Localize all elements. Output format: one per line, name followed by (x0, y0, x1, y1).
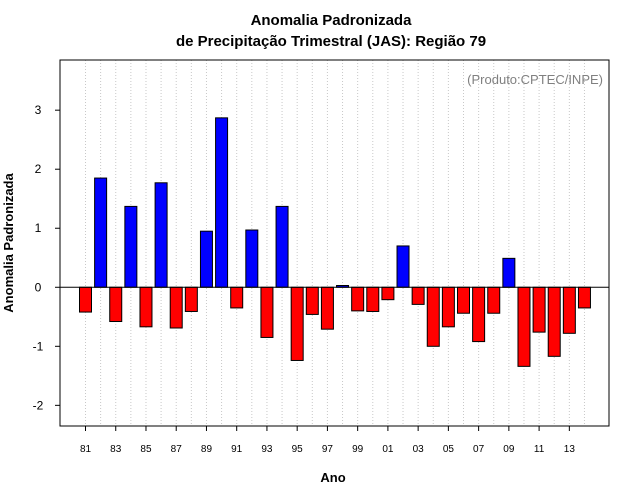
bar-2010 (517, 286, 531, 367)
chart-title: Anomalia Padronizada (251, 12, 413, 29)
x-tick-label: 83 (110, 444, 122, 455)
bar-1985 (139, 286, 153, 328)
x-tick-label: 13 (564, 444, 576, 455)
x-tick-label: 99 (352, 444, 364, 455)
bar-1989 (199, 230, 213, 288)
bar-1984 (124, 205, 138, 288)
x-tick-label: 81 (80, 444, 92, 455)
bar-2003 (411, 286, 425, 305)
bar-2000 (366, 286, 380, 312)
x-tick-label: 11 (534, 444, 545, 455)
x-tick-label: 97 (322, 444, 334, 455)
bar-1999 (351, 286, 365, 312)
bar-2011 (532, 286, 546, 333)
bar-2014 (577, 286, 591, 309)
bar-1987 (169, 286, 183, 329)
plot-frame (59, 59, 610, 427)
y-tick-label: 3 (35, 103, 42, 117)
bar-2013 (562, 286, 576, 334)
x-tick-label: 09 (503, 444, 515, 455)
bars (79, 117, 591, 367)
y-tick-label: -1 (33, 339, 44, 353)
x-tick-label: 87 (171, 444, 183, 455)
y-tick-label: 0 (35, 280, 42, 294)
bar-1982 (94, 177, 108, 288)
y-tick-label: 2 (35, 162, 42, 176)
x-tick-label: 85 (140, 444, 152, 455)
bar-2009 (502, 257, 516, 288)
grid (85, 60, 585, 426)
chart-subtitle: de Precipitação Trimestral (JAS): Região… (176, 33, 486, 50)
y-axis-label: Anomalia Padronizada (1, 173, 16, 313)
bar-2004 (426, 286, 440, 347)
bar-2007 (472, 286, 486, 343)
bar-1991 (230, 286, 244, 309)
bar-1983 (109, 286, 123, 323)
y-axis: -2 -1 0 1 2 3 (33, 103, 60, 412)
watermark: (Produto:CPTEC/INPE) (467, 72, 603, 87)
x-tick-label: 93 (261, 444, 273, 455)
bar-1996 (305, 286, 319, 315)
bar-1981 (79, 286, 92, 313)
bar-1992 (245, 229, 259, 288)
bar-2012 (547, 286, 561, 357)
y-tick-label: 1 (35, 221, 42, 235)
y-tick-label: -2 (33, 398, 44, 412)
x-tick-label: 05 (443, 444, 455, 455)
x-tick-label: 95 (292, 444, 304, 455)
bar-1990 (215, 117, 229, 288)
bar-2008 (487, 286, 501, 314)
bar-1993 (260, 286, 274, 338)
x-axis: 81 83 85 87 89 91 93 95 97 99 01 03 05 07 09 11 13 (80, 426, 575, 455)
x-tick-label: 07 (473, 444, 485, 455)
x-tick-label: 03 (413, 444, 425, 455)
x-tick-label: 91 (231, 444, 243, 455)
bar-2006 (457, 286, 470, 314)
bar-1994 (275, 205, 289, 288)
bar-1995 (290, 286, 304, 361)
bar-2001 (381, 286, 395, 301)
bar-2002 (396, 245, 410, 288)
x-axis-label: Ano (320, 470, 345, 485)
bar-1997 (320, 286, 334, 330)
x-tick-label: 89 (201, 444, 213, 455)
bar-2005 (441, 286, 455, 328)
x-tick-label: 01 (382, 444, 394, 455)
bar-1988 (184, 286, 198, 312)
bar-1986 (154, 182, 168, 288)
